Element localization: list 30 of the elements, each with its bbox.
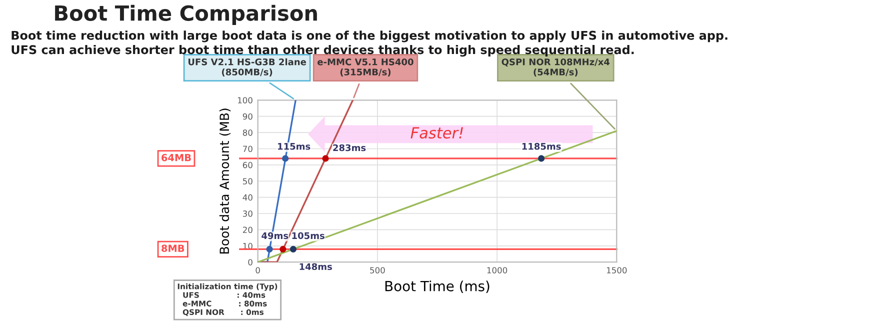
text: QSPI NOR 108MHz/x4 (54MB/s): [502, 58, 610, 76]
y-tick-label: 100: [238, 97, 252, 104]
annotation: 49ms: [262, 232, 288, 240]
y-tick-label: 40: [242, 194, 252, 201]
annotation: 105ms: [292, 232, 324, 240]
ref-line-label: 8MB: [162, 244, 184, 252]
x-axis-title: Boot Time (ms): [385, 280, 490, 293]
x-tick-label: 1000: [487, 267, 508, 274]
text: e-MMC V5.1 HS400 (315MB/s): [318, 58, 414, 76]
chart-subtitle: Boot time reduction with large boot data is one of the biggest motivation to apply UFS in automotive app. UFS can achieve shorter boot time than other devices thanks to high speed sequential read.: [12, 30, 728, 57]
annotation: 1185ms: [522, 142, 561, 150]
x-tick-label: 500: [370, 267, 385, 274]
y-tick-label: 80: [242, 130, 252, 136]
annotation: 115ms: [278, 143, 310, 150]
y-tick-label: 0: [248, 259, 252, 266]
ref-line-label: 64MB: [162, 154, 191, 162]
x-tick-label: 0: [256, 267, 260, 274]
y-tick-label: 30: [242, 210, 252, 217]
y-tick-label: 20: [242, 226, 252, 233]
annotation: 148ms: [300, 263, 332, 270]
annotation: 283ms: [333, 144, 366, 152]
x-tick-label: 1500: [606, 267, 627, 274]
text: UFS V2.1 HS-G3B 2lane (850MB/s): [188, 58, 306, 76]
y-tick-label: 70: [243, 146, 252, 152]
y-axis-title: Boot data Amount (MB): [219, 108, 231, 254]
y-tick-label: 90: [242, 113, 252, 120]
chart-title: Boot Time Comparison: [55, 4, 317, 25]
annotation: Faster!: [410, 127, 463, 139]
y-tick-label: 50: [243, 178, 252, 184]
y-tick-label: 60: [242, 162, 252, 168]
